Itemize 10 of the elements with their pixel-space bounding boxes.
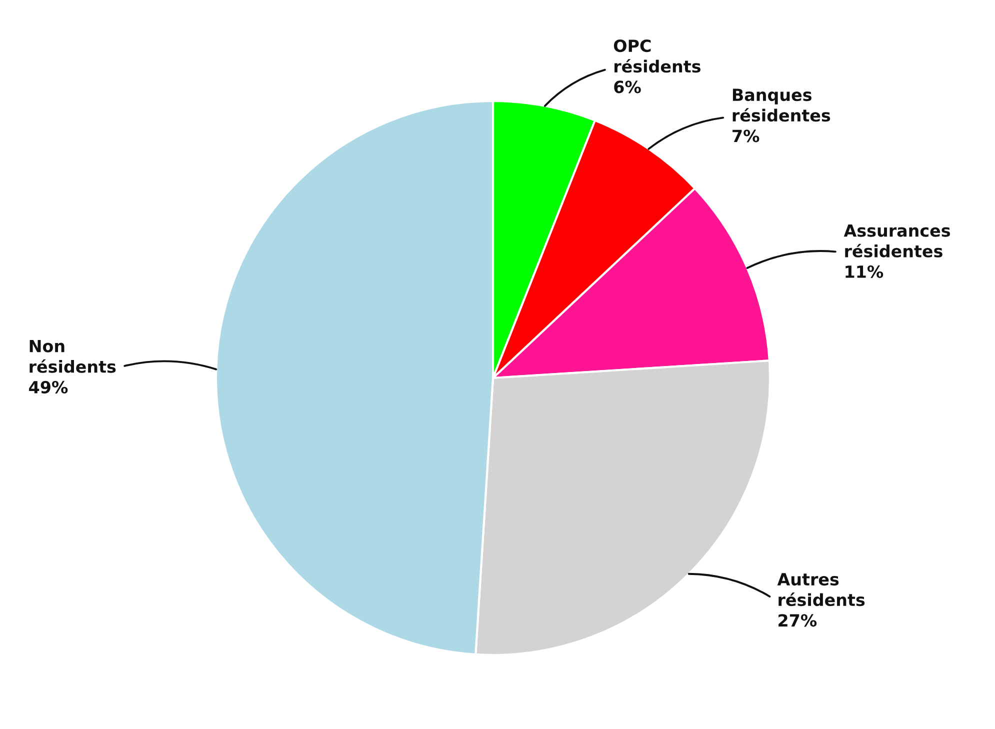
data-label: 11% bbox=[846, 265, 884, 278]
slice-label: Autres résidents bbox=[777, 573, 865, 606]
data-label: 49% bbox=[29, 380, 68, 394]
slice-label: OPC résidents bbox=[614, 39, 700, 73]
slice-label: Non résidents bbox=[30, 340, 116, 373]
slice-label: Assurances résidentes bbox=[844, 224, 950, 258]
data-label: 27% bbox=[778, 614, 817, 627]
slice-label: Banques résidentes bbox=[732, 88, 830, 122]
data-label: 6% bbox=[614, 80, 641, 94]
data-label: 7% bbox=[732, 130, 760, 142]
